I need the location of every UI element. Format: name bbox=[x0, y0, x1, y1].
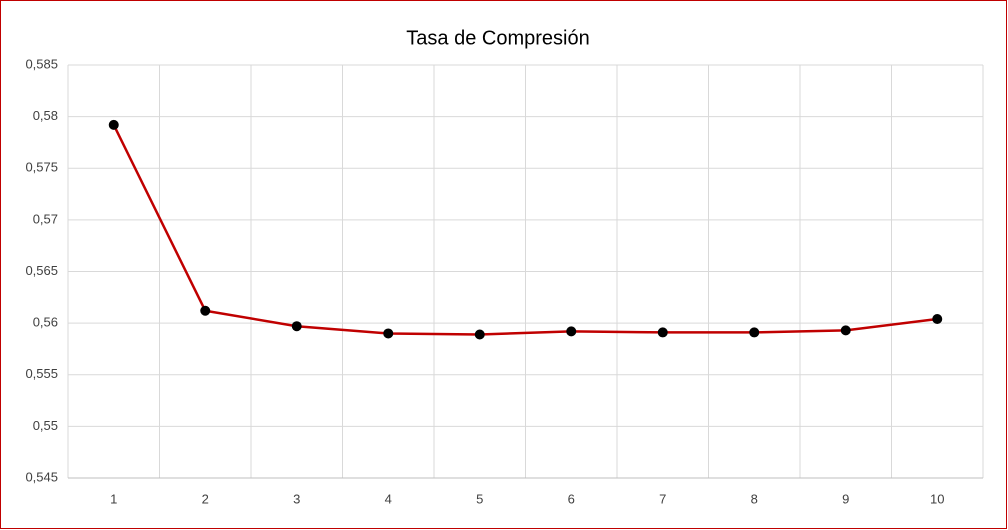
data-point bbox=[932, 313, 943, 324]
x-tick-label: 2 bbox=[202, 491, 209, 506]
x-tick-label: 1 bbox=[110, 491, 117, 506]
x-tick-label: 3 bbox=[293, 491, 300, 506]
data-line bbox=[112, 124, 938, 336]
y-tick-label: 0,58 bbox=[33, 108, 58, 123]
y-tick-label: 0,56 bbox=[33, 315, 58, 330]
x-tick-label: 5 bbox=[476, 491, 483, 506]
y-tick-label: 0,545 bbox=[25, 469, 58, 484]
data-point bbox=[200, 305, 211, 316]
data-point bbox=[566, 326, 577, 337]
data-point bbox=[291, 321, 302, 332]
x-tick-label: 10 bbox=[930, 491, 944, 506]
x-tick-label: 8 bbox=[751, 491, 758, 506]
x-tick-label: 4 bbox=[385, 491, 392, 506]
x-tick-label: 6 bbox=[568, 491, 575, 506]
x-tick-label: 7 bbox=[659, 491, 666, 506]
y-tick-label: 0,57 bbox=[33, 211, 58, 226]
y-tick-label: 0,565 bbox=[25, 263, 58, 278]
y-tick-label: 0,585 bbox=[25, 56, 58, 71]
y-tick-label: 0,575 bbox=[25, 160, 58, 175]
data-point bbox=[474, 329, 485, 340]
y-tick-label: 0,555 bbox=[25, 366, 58, 381]
data-point bbox=[749, 327, 760, 338]
data-point bbox=[108, 119, 119, 130]
data-point bbox=[657, 327, 668, 338]
y-tick-label: 0,55 bbox=[33, 418, 58, 433]
data-point bbox=[840, 325, 851, 336]
data-point bbox=[383, 328, 394, 339]
x-tick-label: 9 bbox=[842, 491, 849, 506]
chart-title: Tasa de Compresión bbox=[406, 27, 589, 49]
